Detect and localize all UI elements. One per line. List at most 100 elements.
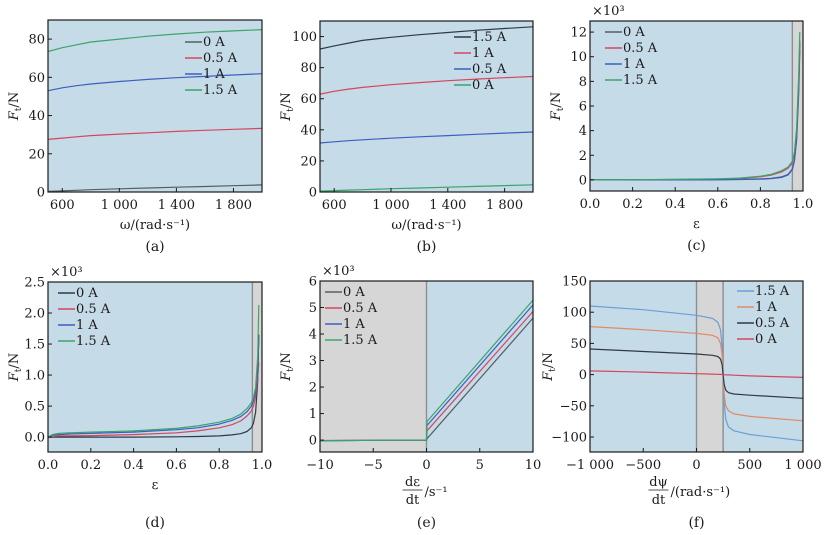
x-tick-label: 0.6 [166, 458, 187, 473]
panel-caption: (d) [145, 515, 165, 531]
x-tick-label: 0.2 [80, 458, 101, 473]
x-tick-label: 1 000 [101, 198, 138, 213]
panel-caption: (b) [417, 239, 437, 255]
legend-entry: 0.5 A [755, 316, 790, 331]
y-tick-label: 40 [300, 123, 317, 138]
y-tick-label: 0 [579, 173, 587, 188]
y-tick-label: 0.0 [24, 431, 45, 446]
y-tick-label: 6 [579, 100, 587, 115]
svg-text:dψ: dψ [649, 475, 668, 490]
plot-background [590, 21, 803, 191]
series-line-1-5-A [48, 29, 262, 53]
legend-entry: 1 A [472, 46, 494, 61]
legend-entry: 0.5 A [623, 41, 658, 56]
y-tick-label: 60 [300, 92, 317, 107]
svg-text:dt: dt [652, 493, 666, 508]
series-line-0-5-A [590, 348, 803, 399]
series-line-1-5-A [48, 304, 260, 438]
x-tick-label: 0.2 [622, 197, 643, 212]
y-axis-label: Ft/N [279, 352, 296, 381]
series-line-1-5-A [320, 299, 533, 442]
plot-frame [47, 19, 263, 193]
panel-d: 0.0 0.2 0.4 0.6 0.8 1.0 0.0 0.5 1.0 1.5 2.0 2.5 ×10³… [7, 265, 272, 531]
plot-background [320, 21, 533, 192]
x-tick-label: −10 [306, 458, 333, 473]
panel-f: −1 000 −500 0 500 1 000−100−50050100150Ft/Nd… [541, 275, 822, 532]
legend: 1.5 A1 A0.5 A0 A [454, 30, 507, 93]
panel-caption: (c) [687, 238, 706, 254]
series-line-0-5-A [320, 131, 533, 144]
x-tick-label: −500 [625, 458, 661, 473]
legend-entry: 1 A [343, 317, 365, 332]
x-tick-label: 1 800 [486, 198, 523, 213]
plot-frame [47, 281, 263, 453]
y-tick-label: 2.0 [24, 307, 45, 322]
y-tick-label: 2 [309, 381, 317, 396]
y-tick-label: 10 [570, 50, 587, 65]
shaded-region [320, 281, 427, 452]
legend-entry: 1.5 A [343, 333, 378, 348]
y-tick-label: −100 [551, 431, 587, 446]
legend-entry: 0.5 A [472, 62, 507, 77]
y-tick-label: 100 [292, 30, 317, 45]
panel-b: 600 1 000 1 400 1 800 0 20 40 60 80 100 Ft/N ω/(rad… [279, 20, 534, 255]
y-tick-label: 0 [309, 186, 317, 201]
legend-entry: 0 A [343, 285, 365, 300]
legend-entry: 0.5 A [343, 301, 378, 316]
y-tick-label: 4 [579, 124, 587, 139]
svg-text:dε: dε [405, 475, 420, 490]
series-line-0-A [48, 184, 262, 192]
panel-a: 600 1 000 1 400 1 800 0 20 40 60 80 Ft/N ω/(rad·s⁻… [7, 19, 263, 255]
axis-multiplier: ×10³ [592, 4, 625, 19]
plot-frame [319, 20, 534, 193]
series-line-1-5-A [590, 32, 801, 181]
legend: 1.5 A1 A0.5 A0 A [737, 284, 790, 347]
svg-text:dt: dt [406, 493, 420, 508]
x-axis-label: ε [693, 217, 700, 232]
y-tick-label: 100 [562, 306, 587, 321]
legend-entry: 1.5 A [76, 334, 111, 349]
panel-e: −10 −5 0 5 10 0 1 2 3 4 5 6 ×10³ Ft/N dε dt/s⁻¹ (e) 0 A0.… [279, 264, 541, 531]
svg-text:/s⁻¹: /s⁻¹ [425, 485, 448, 500]
x-tick-label: 1 000 [784, 458, 821, 473]
panel-caption: (f) [688, 515, 704, 531]
legend-entry: 1.5 A [623, 73, 658, 88]
y-tick-label: 1 [309, 407, 317, 422]
x-tick-label: 1 800 [215, 198, 252, 213]
legend-entry: 1.5 A [755, 284, 790, 299]
series-line-1-A [48, 337, 260, 438]
panel-c: 0.0 0.2 0.4 0.6 0.8 1.0 0 2 4 6 8 10 12 ×10³ Ft/N ε (c) 0… [549, 4, 813, 254]
legend: 0 A0.5 A1 A1.5 A [185, 35, 238, 98]
y-tick-label: 2 [579, 149, 587, 164]
series-line-0-A [48, 334, 260, 438]
x-tick-label: 0.4 [665, 197, 686, 212]
y-tick-label: 4 [309, 328, 317, 343]
x-axis-label: ω/(rad·s⁻¹) [391, 218, 461, 233]
y-tick-label: 8 [579, 75, 587, 90]
y-tick-label: 0 [309, 434, 317, 449]
y-tick-label: 3 [309, 354, 317, 369]
x-tick-label: 1 400 [158, 198, 195, 213]
y-tick-label: 1.5 [24, 338, 45, 353]
y-axis-label: Ft/N [279, 92, 296, 121]
panel-caption: (a) [145, 239, 164, 255]
x-tick-label: −5 [364, 458, 383, 473]
legend-entry: 0.5 A [76, 302, 111, 317]
x-axis-label: dε dt/s⁻¹ [402, 475, 448, 508]
legend-entry: 0 A [203, 35, 225, 50]
y-tick-label: 50 [570, 337, 587, 352]
y-axis-label: Ft/N [549, 92, 566, 121]
y-tick-label: 12 [570, 26, 587, 41]
series-line-1-A [48, 73, 262, 92]
series-line-0-5-A [48, 362, 260, 438]
x-tick-label: 5 [476, 458, 484, 473]
legend: 0 A0.5 A1 A1.5 A [605, 25, 658, 88]
x-tick-label: 0 [422, 458, 430, 473]
legend-entry: 1 A [755, 300, 777, 315]
shaded-region [696, 281, 724, 452]
series-line-0-5-A [48, 127, 262, 140]
y-tick-label: 0 [579, 368, 587, 383]
x-tick-label: 1.0 [793, 197, 814, 212]
x-tick-label: 0.0 [580, 197, 601, 212]
series-line-0-A [320, 184, 533, 192]
